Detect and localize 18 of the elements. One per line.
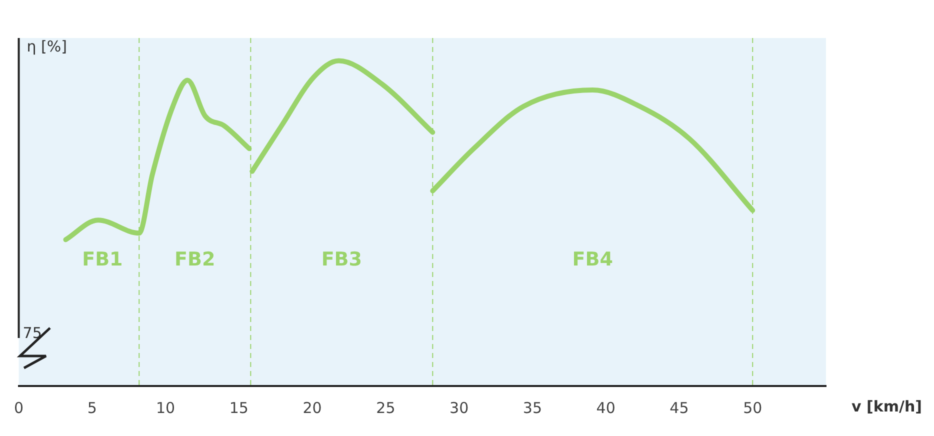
x-axis-title: v [km/h] bbox=[852, 397, 922, 416]
annotation: FB1 bbox=[82, 248, 123, 271]
x-tick-label: 15 bbox=[229, 398, 248, 417]
x-tick-label: 5 bbox=[87, 398, 97, 417]
x-tick-label: 50 bbox=[743, 398, 762, 417]
x-tick-label: 10 bbox=[156, 398, 176, 417]
x-tick-label: 30 bbox=[450, 398, 469, 417]
annotation: FB2 bbox=[174, 248, 216, 271]
x-tick-label: 40 bbox=[596, 398, 616, 417]
annotation: FB3 bbox=[321, 248, 362, 271]
x-tick-label: 0 bbox=[14, 398, 24, 417]
x-tick-label: 20 bbox=[302, 398, 322, 417]
annotation: 75 bbox=[22, 324, 42, 342]
y-axis-title: η [%] bbox=[26, 37, 68, 56]
x-tick-label: 45 bbox=[670, 398, 689, 417]
x-tick-label: 25 bbox=[376, 398, 396, 417]
annotation: FB4 bbox=[572, 248, 613, 271]
x-tick-label: 35 bbox=[522, 398, 542, 417]
